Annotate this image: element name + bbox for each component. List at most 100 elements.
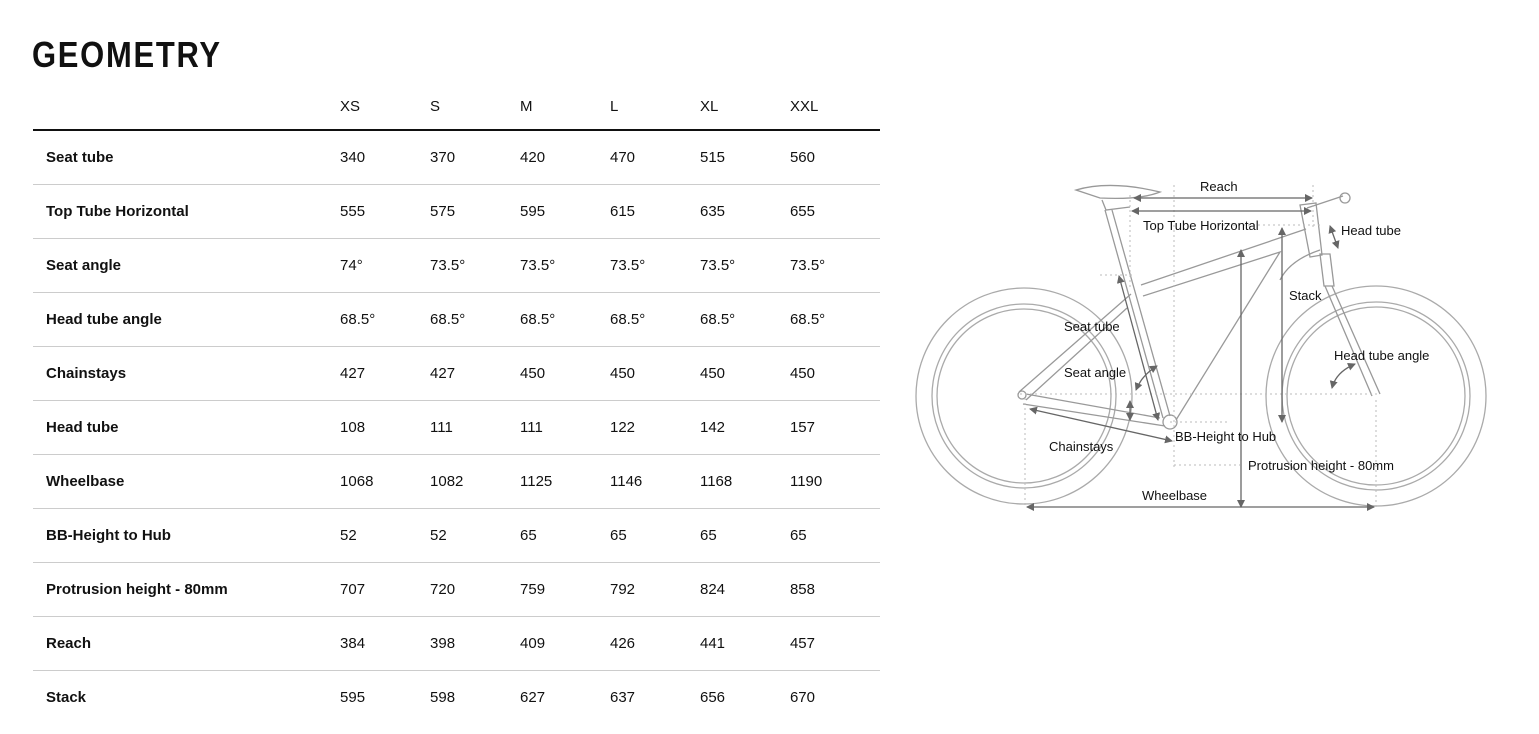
value-cell: 65 <box>520 508 610 563</box>
value-cell: 68.5° <box>699 292 790 347</box>
table-row: Chainstays 427 427 450 450 450 450 <box>33 346 880 401</box>
value-cell: 122 <box>610 400 700 455</box>
value-cell: 707 <box>340 562 431 617</box>
value-cell: 720 <box>430 562 521 617</box>
label-reach: Reach <box>1200 179 1238 194</box>
value-cell: 340 <box>340 130 431 185</box>
value-cell: 52 <box>430 508 521 563</box>
label-head-tube: Head tube <box>1341 223 1401 238</box>
value-cell: 615 <box>610 184 700 239</box>
value-cell: 142 <box>699 400 790 455</box>
row-label: Top Tube Horizontal <box>33 184 341 239</box>
label-stack: Stack <box>1289 288 1322 303</box>
value-cell: 1190 <box>789 454 880 509</box>
value-cell: 555 <box>340 184 431 239</box>
value-cell: 824 <box>699 562 790 617</box>
value-cell: 111 <box>520 400 610 455</box>
table-row: Head tube angle 68.5° 68.5° 68.5° 68.5° 68.5°… <box>33 292 880 347</box>
label-bb-height: BB-Height to Hub <box>1175 429 1276 444</box>
row-label: Protrusion height - 80mm <box>33 562 341 617</box>
table-row: Stack 595 598 627 637 656 670 <box>33 671 880 725</box>
dimension-arrows <box>1026 194 1375 511</box>
value-cell: 370 <box>430 130 521 185</box>
value-cell: 427 <box>340 346 431 401</box>
value-cell: 792 <box>610 562 700 617</box>
value-cell: 759 <box>520 562 610 617</box>
value-cell: 68.5° <box>610 292 700 347</box>
value-cell: 420 <box>520 130 610 185</box>
label-protrusion: Protrusion height - 80mm <box>1248 458 1394 473</box>
table-row: Head tube 108 111 111 122 142 157 <box>33 400 880 455</box>
row-label: Chainstays <box>33 346 341 401</box>
value-cell: 65 <box>699 508 790 563</box>
value-cell: 560 <box>789 130 880 185</box>
header-size: L <box>610 84 700 131</box>
row-label: BB-Height to Hub <box>33 508 341 563</box>
value-cell: 655 <box>789 184 880 239</box>
header-size: M <box>520 84 610 131</box>
value-cell: 65 <box>610 508 700 563</box>
table-row: BB-Height to Hub 52 52 65 65 65 65 <box>33 508 880 563</box>
label-seat-angle: Seat angle <box>1064 365 1126 380</box>
table-row: Seat tube 340 370 420 470 515 560 <box>33 130 880 185</box>
value-cell: 68.5° <box>520 292 610 347</box>
table-row: Reach 384 398 409 426 441 457 <box>33 616 880 671</box>
value-cell: 450 <box>699 346 790 401</box>
value-cell: 68.5° <box>789 292 880 347</box>
value-cell: 398 <box>430 616 521 671</box>
value-cell: 73.5° <box>789 238 880 293</box>
value-cell: 595 <box>520 184 610 239</box>
table-row: Wheelbase 1068 1082 1125 1146 1168 1190 <box>33 454 880 509</box>
row-label: Seat tube <box>33 130 341 185</box>
value-cell: 65 <box>789 508 880 563</box>
value-cell: 427 <box>430 346 521 401</box>
row-label: Seat angle <box>33 238 341 293</box>
table-row: Top Tube Horizontal 555 575 595 615 635 655 <box>33 184 880 239</box>
value-cell: 470 <box>610 130 700 185</box>
value-cell: 637 <box>610 689 636 706</box>
value-cell: 409 <box>520 616 610 671</box>
value-cell: 1125 <box>520 454 610 509</box>
value-cell: 68.5° <box>340 292 431 347</box>
value-cell: 635 <box>699 184 790 239</box>
value-cell: 595 <box>340 689 366 706</box>
geometry-table: XS S M L XL XXL Seat tube 340 370 420 470 515… <box>33 84 880 724</box>
label-head-tube-angle: Head tube angle <box>1334 348 1429 363</box>
value-cell: 384 <box>340 616 431 671</box>
header-size: XL <box>699 84 790 131</box>
value-cell: 1068 <box>340 454 431 509</box>
front-wheel <box>1265 285 1487 507</box>
value-cell: 450 <box>520 346 610 401</box>
value-cell: 450 <box>610 346 700 401</box>
value-cell: 74° <box>340 238 431 293</box>
value-cell: 598 <box>430 689 456 706</box>
value-cell: 73.5° <box>520 238 610 293</box>
header-size: XS <box>340 84 431 131</box>
value-cell: 515 <box>699 130 790 185</box>
label-top-tube: Top Tube Horizontal <box>1143 218 1259 233</box>
table-header-row: XS S M L XL XXL <box>33 84 880 131</box>
value-cell: 111 <box>430 400 521 455</box>
value-cell: 450 <box>789 346 880 401</box>
row-label: Head tube <box>33 400 341 455</box>
header-size: XXL <box>789 84 880 131</box>
value-cell: 656 <box>699 689 726 706</box>
table-row: Protrusion height - 80mm 707 720 759 792 824 8… <box>33 562 880 617</box>
guide-lines <box>1020 185 1380 508</box>
value-cell: 52 <box>340 508 431 563</box>
value-cell: 73.5° <box>699 238 790 293</box>
header-label-cell <box>33 84 341 131</box>
value-cell: 426 <box>610 616 700 671</box>
value-cell: 670 <box>789 689 815 706</box>
value-cell: 73.5° <box>610 238 700 293</box>
page-title: GEOMETRY <box>32 34 222 75</box>
row-label: Head tube angle <box>33 292 341 347</box>
table-row: Seat angle 74° 73.5° 73.5° 73.5° 73.5° 73.5° <box>33 238 880 293</box>
label-seat-tube: Seat tube <box>1064 319 1120 334</box>
value-cell: 441 <box>699 616 790 671</box>
value-cell: 68.5° <box>430 292 521 347</box>
label-wheelbase: Wheelbase <box>1142 488 1207 503</box>
label-chainstays: Chainstays <box>1049 439 1114 454</box>
bike-geometry-diagram: Reach Top Tube Horizontal Head tube Stac… <box>915 179 1487 511</box>
value-cell: 108 <box>340 400 431 455</box>
